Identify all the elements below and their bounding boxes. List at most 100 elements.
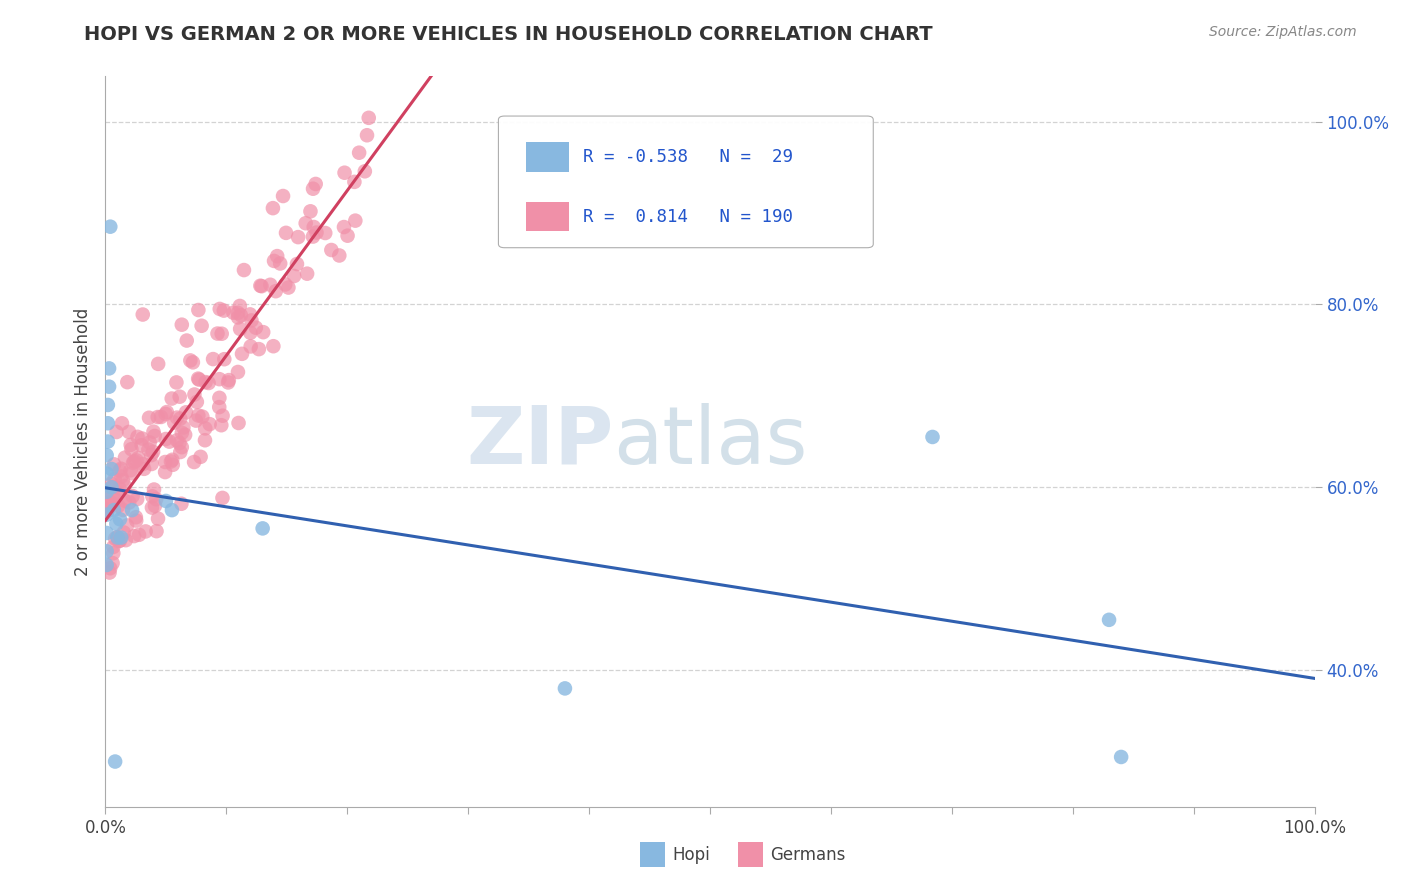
- Point: [118, 425, 141, 439]
- Point: [124, 454, 146, 468]
- Point: [138, 410, 160, 425]
- Point: [100, 495, 122, 509]
- Point: [305, 177, 328, 191]
- Point: [211, 409, 233, 423]
- Point: [127, 430, 149, 444]
- FancyBboxPatch shape: [526, 202, 568, 231]
- Point: [321, 243, 343, 257]
- Point: [114, 479, 136, 493]
- Point: [271, 189, 294, 203]
- Point: [97, 434, 120, 449]
- Point: [138, 435, 160, 450]
- Point: [194, 375, 217, 389]
- Point: [283, 268, 305, 283]
- Point: [127, 450, 149, 465]
- Point: [169, 411, 191, 425]
- Point: [103, 503, 125, 517]
- Point: [100, 480, 122, 494]
- Point: [187, 303, 209, 318]
- Point: [143, 429, 166, 443]
- Point: [226, 365, 249, 379]
- Point: [287, 230, 309, 244]
- Point: [156, 405, 179, 419]
- Point: [97, 398, 120, 412]
- Point: [125, 510, 148, 524]
- Point: [262, 201, 284, 215]
- Point: [214, 352, 236, 367]
- Point: [96, 504, 118, 518]
- Point: [208, 400, 231, 414]
- Text: Hopi: Hopi: [672, 846, 710, 863]
- Point: [111, 417, 134, 431]
- Point: [294, 216, 316, 230]
- FancyBboxPatch shape: [499, 116, 873, 248]
- Point: [142, 425, 165, 439]
- Point: [166, 410, 188, 425]
- Point: [259, 277, 281, 292]
- Point: [155, 494, 177, 508]
- Point: [262, 339, 284, 353]
- Point: [357, 111, 380, 125]
- Point: [104, 755, 127, 769]
- Point: [155, 407, 177, 421]
- Point: [96, 484, 118, 499]
- Point: [98, 561, 121, 575]
- Point: [170, 318, 193, 332]
- Point: [121, 489, 143, 503]
- Point: [217, 376, 239, 390]
- Point: [208, 301, 231, 316]
- Point: [166, 434, 188, 448]
- Point: [333, 166, 356, 180]
- Point: [131, 438, 153, 452]
- Point: [228, 416, 250, 430]
- Point: [153, 465, 176, 479]
- Point: [165, 376, 187, 390]
- Point: [146, 511, 169, 525]
- Point: [143, 483, 166, 497]
- Point: [146, 410, 169, 425]
- Point: [274, 277, 297, 292]
- Point: [328, 248, 350, 262]
- Point: [98, 566, 121, 580]
- Point: [155, 432, 177, 446]
- Point: [356, 128, 378, 143]
- Point: [198, 417, 221, 431]
- Point: [218, 373, 240, 387]
- Point: [141, 457, 163, 471]
- Point: [101, 556, 124, 570]
- Point: [163, 416, 186, 430]
- Point: [117, 375, 139, 389]
- Point: [103, 546, 125, 560]
- Point: [104, 493, 127, 508]
- Point: [112, 503, 135, 517]
- Point: [141, 500, 163, 515]
- Point: [285, 257, 308, 271]
- Point: [160, 392, 183, 406]
- Point: [353, 164, 375, 178]
- Point: [190, 318, 212, 333]
- Point: [97, 502, 120, 516]
- Point: [302, 182, 325, 196]
- Point: [128, 528, 150, 542]
- Point: [169, 436, 191, 450]
- Point: [160, 503, 183, 517]
- Point: [302, 229, 325, 244]
- Point: [229, 299, 252, 313]
- Point: [162, 452, 184, 467]
- Text: Source: ZipAtlas.com: Source: ZipAtlas.com: [1209, 25, 1357, 39]
- Point: [96, 467, 118, 481]
- Point: [170, 440, 193, 454]
- Point: [112, 525, 135, 540]
- Point: [114, 533, 136, 548]
- Point: [114, 450, 136, 465]
- Point: [115, 518, 138, 533]
- Point: [98, 361, 121, 376]
- Point: [1109, 750, 1132, 764]
- Point: [105, 530, 128, 544]
- Point: [197, 376, 219, 390]
- Point: [240, 313, 263, 327]
- Point: [347, 145, 370, 160]
- Point: [96, 544, 118, 558]
- Point: [169, 445, 191, 459]
- Point: [122, 529, 145, 543]
